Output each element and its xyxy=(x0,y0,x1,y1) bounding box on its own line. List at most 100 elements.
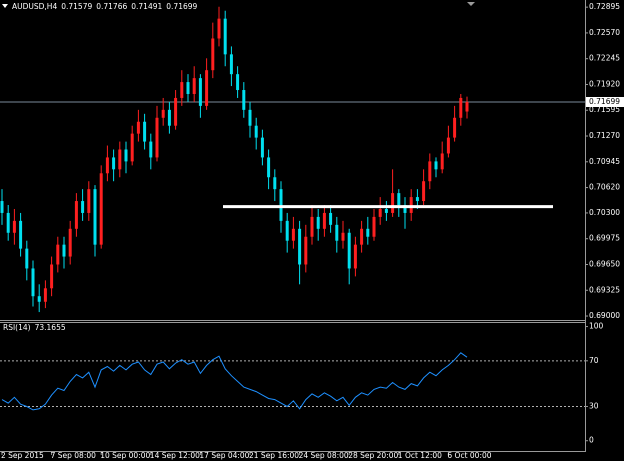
candle-body xyxy=(422,181,426,202)
candle-body xyxy=(254,125,258,138)
candle-body xyxy=(192,78,196,94)
y-tick-label: 0.70620 xyxy=(589,183,620,192)
y-tick-label: 0.72895 xyxy=(589,2,620,11)
candle-body xyxy=(304,236,308,265)
header-high: 0.71766 xyxy=(96,2,127,11)
candle-body xyxy=(316,216,320,229)
candle-body xyxy=(223,18,227,55)
candle-body xyxy=(174,97,178,126)
candle-body xyxy=(428,161,432,182)
price-label: 0.71699 xyxy=(589,97,620,106)
rsi-current: 73.1655 xyxy=(35,323,66,332)
candle-body xyxy=(279,189,283,221)
candle-body xyxy=(229,54,233,75)
symbol: AUDUSD,H4 xyxy=(12,2,57,11)
y-tick-label: 0.69975 xyxy=(589,234,620,243)
candle-body xyxy=(285,220,289,241)
y-tick-label: 0.70300 xyxy=(589,208,620,217)
rsi-name: RSI(14) xyxy=(3,323,31,332)
candle-body xyxy=(391,193,395,213)
candle-body xyxy=(322,212,326,229)
candle-body xyxy=(459,97,463,118)
candle-body xyxy=(25,248,29,269)
header-open: 0.71579 xyxy=(61,2,92,11)
candle-body xyxy=(124,149,128,162)
y-tick-label: 100 xyxy=(589,322,604,331)
candle-body xyxy=(298,228,302,265)
candle-body xyxy=(434,161,438,170)
menu-arrow[interactable] xyxy=(2,4,8,8)
candle-body xyxy=(12,220,16,233)
candle-body xyxy=(335,224,339,241)
candle-body xyxy=(211,38,215,71)
header-close: 0.71699 xyxy=(166,2,197,11)
y-tick-label: 70 xyxy=(589,356,599,365)
x-tick-label: 14 Sep 12:00 xyxy=(150,451,200,460)
candle-body xyxy=(341,232,345,241)
candle-body xyxy=(248,109,252,126)
candle-body xyxy=(167,109,171,126)
candle-body xyxy=(118,149,122,170)
candle-body xyxy=(397,193,401,206)
candle-body xyxy=(267,157,271,178)
candle-body xyxy=(310,216,314,237)
x-tick-label: 24 Sep 08:00 xyxy=(299,451,349,460)
y-tick-label: 0.71920 xyxy=(589,79,620,88)
y-tick-label: 0.71270 xyxy=(589,131,620,140)
candle-body xyxy=(446,137,450,154)
candle-body xyxy=(68,228,72,257)
candle-body xyxy=(291,228,295,241)
candle-body xyxy=(37,296,41,302)
candle-body xyxy=(19,220,23,249)
candle-body xyxy=(409,197,413,213)
candle-body xyxy=(384,208,388,213)
candle-body xyxy=(155,117,159,158)
y-tick-label: 30 xyxy=(589,401,599,410)
candle-body xyxy=(74,201,78,229)
x-tick-label: 17 Sep 04:00 xyxy=(199,451,249,460)
x-tick-label: 6 Oct 00:00 xyxy=(447,451,491,460)
x-tick-label: 28 Sep 20:00 xyxy=(348,451,398,460)
candle-body xyxy=(440,153,444,170)
candle-body xyxy=(453,117,457,138)
chart-header: AUDUSD,H4 0.71579 0.71766 0.71491 0.71699 xyxy=(12,2,198,11)
y-tick-label: 0 xyxy=(589,436,594,445)
candle-body xyxy=(242,90,246,110)
y-tick-label: 0.70945 xyxy=(589,157,620,166)
candle-body xyxy=(217,18,221,39)
candle-body xyxy=(105,157,109,174)
rsi-line xyxy=(1,352,468,411)
candle-body xyxy=(347,232,351,269)
x-tick-label: 10 Sep 00:00 xyxy=(100,451,150,460)
candle-body xyxy=(6,212,10,233)
rsi-header: RSI(14) 73.1655 xyxy=(3,323,66,332)
candle-body xyxy=(149,141,153,158)
candle-body xyxy=(403,205,407,213)
candle-body xyxy=(31,268,35,297)
candle-body xyxy=(43,288,47,302)
candle-body xyxy=(87,189,91,213)
y-tick-label: 0.69325 xyxy=(589,285,620,294)
candle-body xyxy=(0,201,4,213)
candle-body xyxy=(260,137,264,158)
candle-body xyxy=(81,201,85,213)
candle-body xyxy=(366,228,370,237)
candle-body xyxy=(180,82,184,98)
candle-body xyxy=(353,244,357,269)
candle-body xyxy=(161,109,165,118)
candle-body xyxy=(62,244,66,257)
y-tick-label: 0.69650 xyxy=(589,259,620,268)
candle-body xyxy=(360,228,364,245)
candle-body xyxy=(50,264,54,289)
candle-body xyxy=(198,78,202,106)
candle-body xyxy=(56,244,60,265)
candle-body xyxy=(465,101,469,112)
candle-body xyxy=(136,121,140,134)
y-tick-label: 0.71595 xyxy=(589,105,620,114)
candle-body xyxy=(143,121,147,142)
x-tick-label: 21 Sep 16:00 xyxy=(249,451,299,460)
x-tick-label: 2 Sep 2015 xyxy=(1,451,44,460)
header-low: 0.71491 xyxy=(131,2,162,11)
